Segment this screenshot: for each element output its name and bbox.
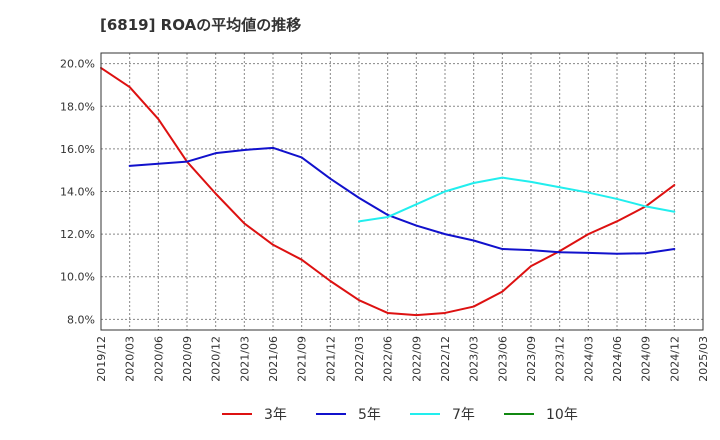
y-tick-label: 8.0% bbox=[67, 313, 95, 326]
y-tick-label: 18.0% bbox=[60, 100, 95, 113]
y-tick-label: 10.0% bbox=[60, 271, 95, 284]
x-tick-label: 2021/12 bbox=[324, 336, 337, 382]
x-tick-label: 2019/12 bbox=[95, 336, 108, 382]
legend-label: 3年 bbox=[264, 407, 287, 423]
x-tick-label: 2023/06 bbox=[496, 336, 509, 382]
y-tick-label: 12.0% bbox=[60, 228, 95, 241]
y-tick-label: 20.0% bbox=[60, 58, 95, 71]
x-tick-label: 2024/06 bbox=[611, 336, 624, 382]
x-tick-label: 2021/09 bbox=[296, 336, 309, 382]
x-tick-label: 2022/12 bbox=[439, 336, 452, 382]
x-tick-label: 2022/06 bbox=[382, 336, 395, 382]
legend: 3年 5年 7年 10年 bbox=[222, 407, 578, 423]
x-tick-label: 2024/03 bbox=[582, 336, 595, 382]
y-tick-label: 16.0% bbox=[60, 143, 95, 156]
x-tick-label: 2023/03 bbox=[468, 336, 481, 382]
x-tick-label: 2020/06 bbox=[152, 336, 165, 382]
series-line-7年 bbox=[358, 176, 676, 223]
x-tick-label: 2020/12 bbox=[210, 336, 223, 382]
series-line-5年 bbox=[128, 146, 676, 255]
legend-label: 5年 bbox=[358, 407, 381, 423]
chart-title: [6819] ROAの平均値の推移 bbox=[100, 16, 302, 34]
x-tick-label: 2024/09 bbox=[640, 336, 653, 382]
x-tick-label: 2025/03 bbox=[697, 336, 710, 382]
y-tick-label: 14.0% bbox=[60, 186, 95, 199]
x-axis-ticks: 2019/12 2020/03 2020/06 2020/09 2020/12 2021/… bbox=[95, 336, 710, 382]
legend-label: 7年 bbox=[452, 407, 475, 423]
x-tick-label: 2020/03 bbox=[124, 336, 137, 382]
series-line-3年 bbox=[100, 66, 676, 317]
x-tick-label: 2024/12 bbox=[668, 336, 681, 382]
x-tick-label: 2022/09 bbox=[410, 336, 423, 382]
plot-frame bbox=[100, 52, 704, 331]
y-axis-ticks: 8.0% 10.0% 12.0% 14.0% 16.0% 18.0% 20.0% bbox=[60, 58, 95, 327]
x-tick-label: 2021/03 bbox=[238, 336, 251, 382]
x-tick-label: 2022/03 bbox=[353, 336, 366, 382]
x-tick-label: 2023/09 bbox=[525, 336, 538, 382]
x-tick-label: 2020/09 bbox=[181, 336, 194, 382]
x-tick-label: 2023/12 bbox=[554, 336, 567, 382]
gridlines bbox=[101, 53, 703, 330]
legend-label: 10年 bbox=[546, 407, 578, 423]
x-tick-label: 2021/06 bbox=[267, 336, 280, 382]
series-lines bbox=[100, 66, 676, 317]
